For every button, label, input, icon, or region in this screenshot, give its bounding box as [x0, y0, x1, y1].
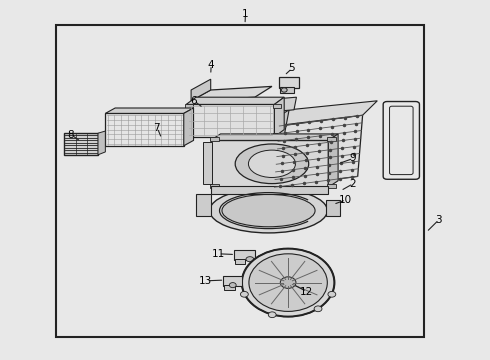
Ellipse shape	[248, 150, 295, 177]
Text: 11: 11	[211, 249, 225, 259]
Text: 1: 1	[242, 9, 248, 19]
Text: 6: 6	[190, 96, 197, 106]
Bar	[185, 133, 193, 138]
FancyBboxPatch shape	[383, 102, 419, 179]
Ellipse shape	[241, 291, 248, 297]
Bar	[211, 140, 328, 187]
Bar	[273, 104, 281, 108]
Bar	[196, 194, 211, 216]
Bar	[223, 276, 242, 286]
Ellipse shape	[222, 194, 315, 227]
Bar	[64, 133, 98, 155]
Bar	[210, 137, 219, 141]
Bar	[273, 133, 281, 138]
Polygon shape	[274, 101, 377, 126]
Bar	[326, 200, 340, 216]
Bar	[235, 259, 245, 264]
Text: 9: 9	[349, 153, 356, 163]
Polygon shape	[265, 110, 289, 194]
Bar	[327, 184, 336, 188]
Polygon shape	[191, 79, 211, 101]
Ellipse shape	[314, 306, 322, 312]
Ellipse shape	[242, 248, 335, 317]
Text: 10: 10	[339, 195, 352, 205]
Text: 3: 3	[435, 215, 442, 225]
Bar	[280, 87, 294, 93]
Polygon shape	[211, 186, 328, 194]
FancyBboxPatch shape	[390, 106, 413, 175]
Bar	[105, 113, 184, 146]
Polygon shape	[98, 131, 105, 155]
Text: 12: 12	[299, 287, 313, 297]
Polygon shape	[274, 97, 284, 137]
Polygon shape	[203, 142, 212, 184]
Polygon shape	[186, 97, 284, 104]
Bar	[56, 25, 424, 337]
Ellipse shape	[249, 254, 327, 311]
Bar	[224, 285, 235, 290]
Polygon shape	[211, 134, 338, 140]
Bar	[279, 77, 299, 88]
Bar	[185, 104, 193, 108]
Text: 5: 5	[288, 63, 295, 73]
Polygon shape	[191, 86, 272, 101]
Polygon shape	[184, 108, 194, 146]
Text: 4: 4	[207, 60, 214, 70]
Polygon shape	[272, 97, 296, 112]
Ellipse shape	[280, 277, 296, 288]
Ellipse shape	[269, 312, 276, 318]
Polygon shape	[328, 134, 338, 187]
Text: 7: 7	[153, 123, 160, 133]
Bar	[210, 184, 219, 188]
Bar	[186, 104, 274, 137]
Ellipse shape	[281, 88, 287, 92]
Polygon shape	[274, 115, 363, 187]
Text: 2: 2	[349, 179, 356, 189]
Text: 8: 8	[68, 130, 74, 140]
Ellipse shape	[235, 144, 309, 184]
Bar	[327, 137, 336, 141]
Ellipse shape	[210, 188, 327, 233]
Ellipse shape	[328, 291, 336, 297]
Ellipse shape	[246, 257, 254, 262]
Polygon shape	[105, 108, 194, 113]
Ellipse shape	[229, 283, 236, 288]
Text: 13: 13	[199, 276, 213, 286]
Bar	[234, 250, 255, 260]
